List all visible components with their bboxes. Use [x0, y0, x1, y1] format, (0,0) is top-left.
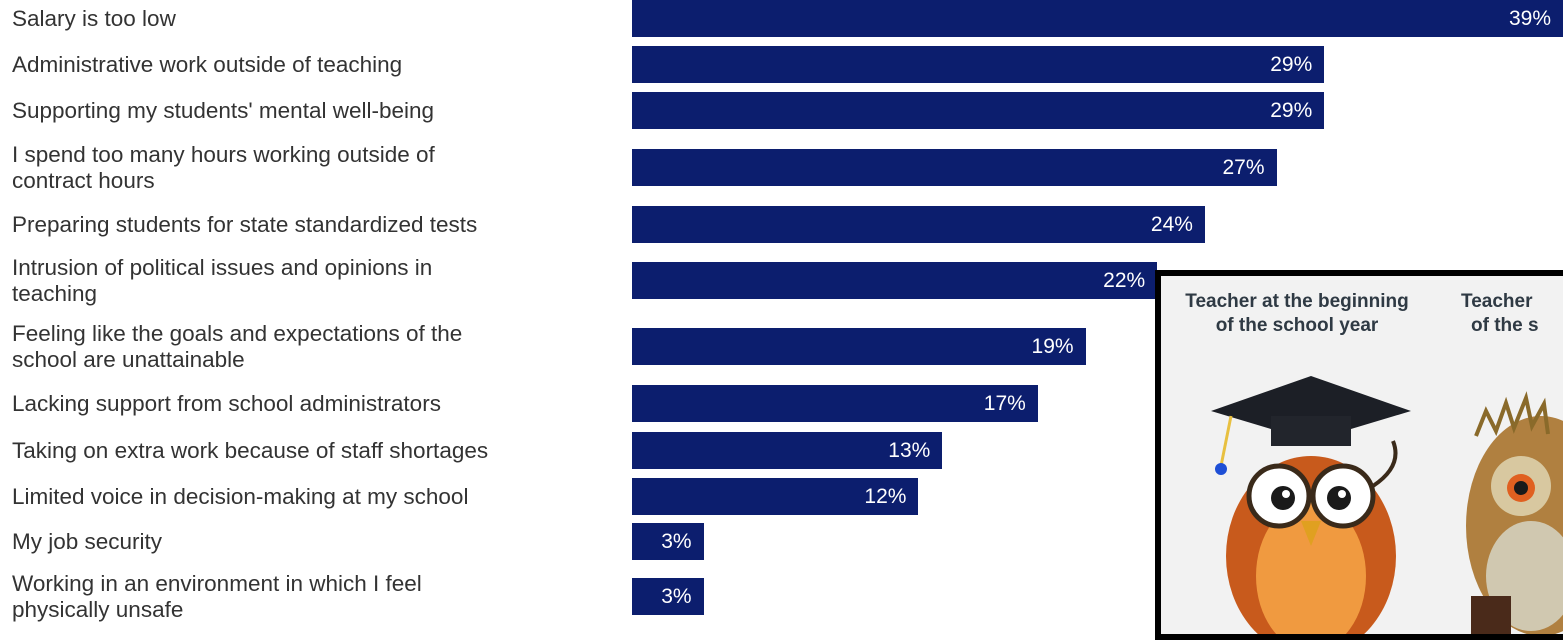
category-label-line: Taking on extra work because of staff sh…	[12, 437, 489, 463]
category-label-line: physically unsafe	[12, 596, 184, 622]
category-label-line: Feeling like the goals and expectations …	[12, 320, 463, 346]
meme-caption-right: Teacher of the s	[1461, 291, 1539, 336]
category-label: Limited voice in decision-making at my s…	[12, 484, 622, 510]
bar-value-label: 39%	[1508, 6, 1551, 30]
category-label-line: Limited voice in decision-making at my s…	[12, 483, 469, 509]
bar-value-label: 3%	[661, 584, 692, 608]
meme-caption-left: Teacher at the beginning of the school y…	[1185, 291, 1409, 336]
owl-graduate-icon	[1211, 376, 1411, 634]
category-label-line: contract hours	[12, 167, 155, 193]
category-label-line: Lacking support from school administrato…	[12, 390, 441, 416]
bar-chart: Salary is too low 39% Administrative work …	[12, 0, 1563, 623]
bar-value-label: 29%	[1270, 98, 1313, 122]
category-label-line: I spend too many hours working outside o…	[12, 141, 435, 167]
category-label-line: Supporting my students' mental well-bein…	[12, 97, 435, 123]
bar: 29%	[632, 92, 1325, 129]
bar: 17%	[632, 385, 1038, 422]
category-label: Taking on extra work because of staff sh…	[12, 438, 622, 464]
bar: 22%	[632, 262, 1158, 299]
bar: 27%	[632, 149, 1277, 186]
bar: 12%	[632, 478, 919, 515]
category-label: Working in an environment in which I fee…	[12, 571, 622, 623]
category-label: I spend too many hours working outside o…	[12, 142, 622, 194]
bar-value-label: 29%	[1270, 52, 1313, 76]
bar: 29%	[632, 46, 1325, 83]
category-label: Preparing students for state standardize…	[12, 212, 622, 238]
category-label: My job security	[12, 529, 622, 555]
bar-value-label: 3%	[661, 529, 692, 553]
bar: 24%	[632, 206, 1205, 243]
bar-value-label: 24%	[1150, 212, 1193, 236]
category-label: Salary is too low	[12, 6, 622, 32]
meme-inset: Teacher at the beginning of the school y…	[1155, 270, 1563, 640]
bar: 39%	[632, 0, 1563, 37]
category-label-line: school are unattainable	[12, 346, 245, 372]
bar-value-label: 22%	[1103, 268, 1146, 292]
category-label: Feeling like the goals and expectations …	[12, 321, 622, 373]
category-label-line: Salary is too low	[12, 5, 176, 31]
bar: 13%	[632, 432, 943, 469]
bar: 3%	[632, 523, 704, 560]
bar-value-label: 12%	[864, 484, 907, 508]
category-label-line: My job security	[12, 528, 163, 554]
bar: 3%	[632, 578, 704, 615]
bar: 19%	[632, 328, 1086, 365]
category-label-line: teaching	[12, 280, 98, 306]
category-label: Intrusion of political issues and opinio…	[12, 255, 622, 307]
category-label: Administrative work outside of teaching	[12, 52, 622, 78]
category-label-line: Intrusion of political issues and opinio…	[12, 254, 433, 280]
category-label-line: Working in an environment in which I fee…	[12, 570, 422, 596]
category-label: Lacking support from school administrato…	[12, 391, 622, 417]
category-label: Supporting my students' mental well-bein…	[12, 98, 622, 124]
bar-value-label: 19%	[1031, 334, 1074, 358]
category-label-line: Administrative work outside of teaching	[12, 51, 403, 77]
bar-value-label: 13%	[888, 438, 931, 462]
bar-value-label: 17%	[983, 391, 1026, 415]
bar-value-label: 27%	[1222, 155, 1265, 179]
category-label-line: Preparing students for state standardize…	[12, 211, 478, 237]
frazzled-owl-icon	[1466, 391, 1563, 634]
